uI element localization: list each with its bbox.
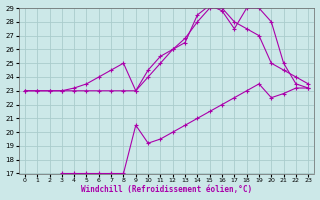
X-axis label: Windchill (Refroidissement éolien,°C): Windchill (Refroidissement éolien,°C) <box>81 185 252 194</box>
